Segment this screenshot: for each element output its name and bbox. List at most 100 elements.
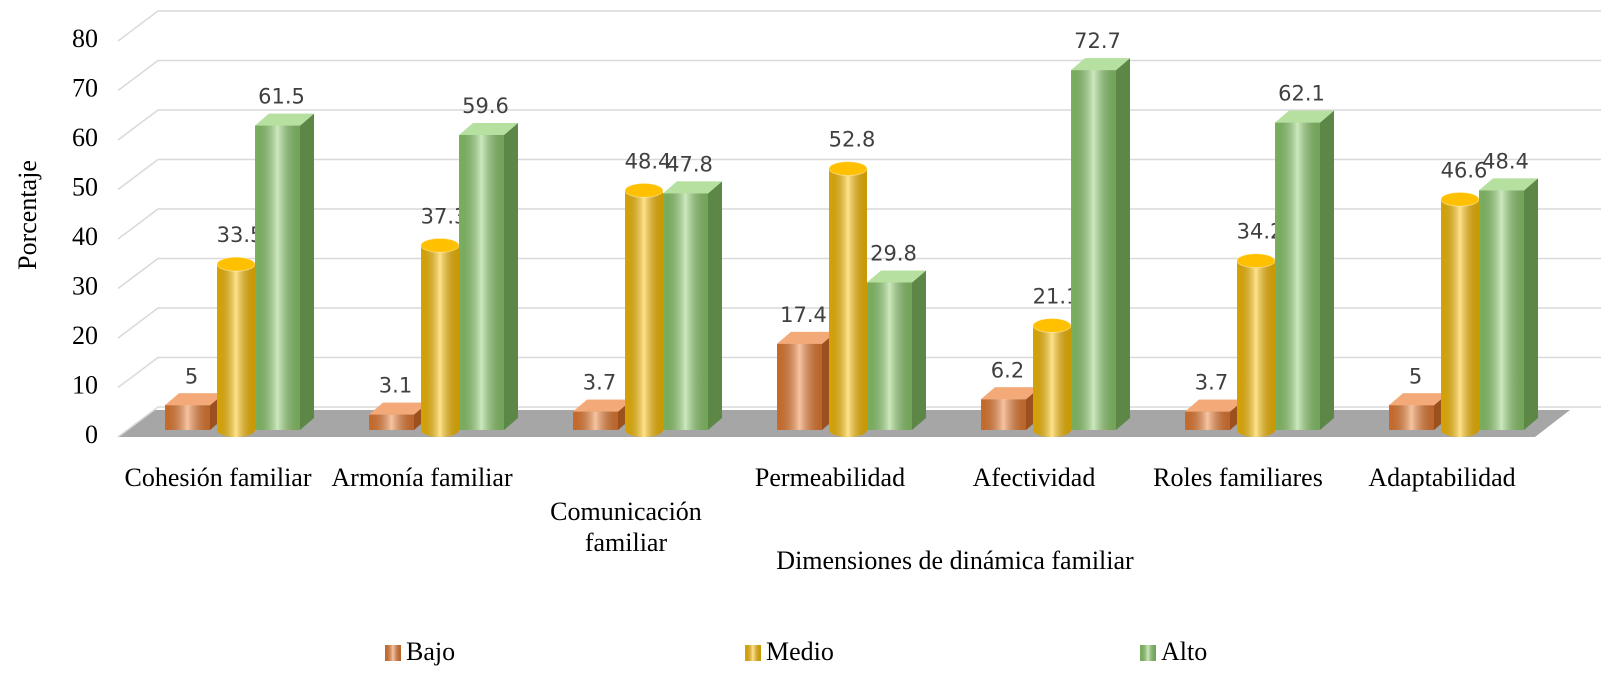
bar-shine [981, 399, 1026, 430]
bar-top-shade [663, 181, 722, 194]
bar-side [912, 270, 926, 430]
bar-top-shade [369, 402, 428, 415]
bar-shine [1479, 190, 1524, 430]
bar-shine [1237, 260, 1275, 437]
bar-side [1116, 58, 1130, 430]
bar-top-shade [459, 122, 518, 135]
data-label: 48.4 [1482, 149, 1529, 173]
bar-top-shade [981, 387, 1040, 400]
bar-shine [1033, 325, 1071, 437]
bar-top [216, 256, 256, 272]
data-label: 48.4 [625, 149, 672, 173]
data-label: 5 [185, 364, 198, 388]
bar-shine [1185, 411, 1230, 430]
data-label: 3.7 [583, 371, 616, 395]
bar-top [369, 402, 428, 415]
data-label: 62.1 [1278, 82, 1325, 106]
bar-top [777, 331, 836, 344]
bar-shine [777, 343, 822, 430]
x-tick-label: Adaptabilidad [1368, 463, 1516, 492]
bar-top-shade [777, 331, 836, 344]
bar-side [504, 122, 518, 430]
bar-top [1275, 110, 1334, 123]
data-label: 5 [1409, 364, 1422, 388]
y-tick-label: 30 [72, 271, 98, 300]
bar-shine [1275, 122, 1320, 430]
y-tick-label: 0 [85, 420, 98, 449]
bar-top-shade [165, 393, 224, 406]
y-tick-label: 80 [72, 24, 98, 53]
bar-shine [1389, 405, 1434, 430]
bar-top [459, 122, 518, 135]
y-tick-label: 70 [72, 73, 98, 102]
bar-top-shade [1479, 178, 1538, 191]
grid-line [117, 10, 1601, 42]
bar-top [1389, 393, 1448, 406]
x-tick-label: Permeabilidad [754, 463, 906, 492]
legend-label: Alto [1161, 637, 1207, 666]
bar-top [1479, 178, 1538, 191]
bar-top-shade [255, 113, 314, 126]
legend-swatch-shine [745, 645, 761, 661]
bar-side-shade [1320, 110, 1334, 430]
bar-side-shade [504, 122, 518, 430]
bar-shine [1441, 199, 1479, 437]
bar-top [663, 181, 722, 194]
data-label: 6.2 [991, 358, 1024, 382]
x-tick-label: Armonía familiar [331, 463, 513, 492]
bar-top [165, 393, 224, 406]
data-label: 46.6 [1441, 158, 1488, 182]
bar-shine [867, 282, 912, 430]
y-tick-label: 60 [72, 123, 98, 152]
bar-side-shade [1524, 178, 1538, 430]
bar-top [1071, 58, 1130, 71]
legend-swatch-shine [385, 645, 401, 661]
data-label: 17.4 [780, 303, 827, 327]
bar-top-shade [1071, 58, 1130, 71]
bar-top [573, 399, 632, 412]
bar-top [255, 113, 314, 126]
bar-top-shade [1389, 393, 1448, 406]
bar-shine [625, 190, 663, 437]
data-label: 3.1 [379, 374, 412, 398]
bar-side-shade [1116, 58, 1130, 430]
bar-side-shade [300, 113, 314, 430]
bar-shine [255, 125, 300, 430]
bar-shine [1071, 70, 1116, 430]
x-axis-title: Dimensiones de dinámica familiar [776, 546, 1134, 575]
data-label: 29.8 [870, 241, 917, 265]
bar-top [420, 237, 460, 253]
bar-top [1032, 318, 1072, 334]
bar-shine [829, 168, 867, 437]
bar-shine [217, 264, 255, 437]
data-label: 72.7 [1074, 29, 1121, 53]
bar-top [828, 161, 868, 177]
bar-side [1524, 178, 1538, 430]
x-tick-label: Comunicación familiar [550, 497, 702, 557]
bar-top [867, 270, 926, 283]
bar-top [981, 387, 1040, 400]
y-axis-title: Porcentaje [13, 160, 42, 270]
y-tick-label: 20 [72, 321, 98, 350]
bar-top [1440, 191, 1480, 207]
data-label: 47.8 [666, 152, 713, 176]
grid-line [117, 59, 1601, 92]
bar-top [1185, 399, 1244, 412]
bar-top-shade [573, 399, 632, 412]
bar-top [624, 182, 664, 198]
legend-swatch-shine [1140, 645, 1156, 661]
y-tick-label: 50 [72, 172, 98, 201]
bar-side [708, 181, 722, 430]
bar-shine [165, 405, 210, 430]
data-label: 52.8 [829, 128, 876, 152]
data-label: 3.7 [1195, 371, 1228, 395]
bar-side-shade [708, 181, 722, 430]
x-tick-label: Cohesión familiar [124, 463, 312, 492]
bar-top-shade [867, 270, 926, 283]
data-label: 59.6 [462, 94, 509, 118]
x-tick-label: Roles familiares [1153, 463, 1323, 492]
y-tick-label: 10 [72, 370, 98, 399]
bar-side-shade [912, 270, 926, 430]
bar-shine [459, 134, 504, 431]
